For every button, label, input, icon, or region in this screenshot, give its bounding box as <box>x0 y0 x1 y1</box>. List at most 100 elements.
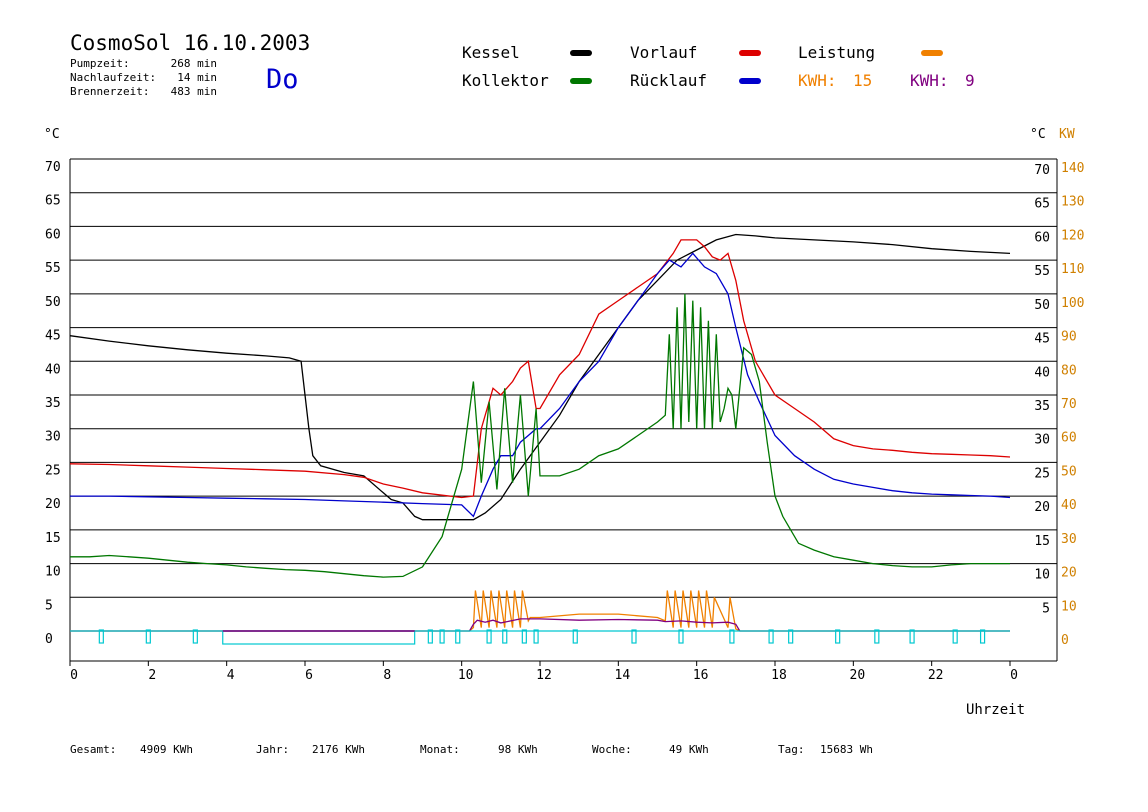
right2-tick-label: 90 <box>1061 330 1077 345</box>
left-unit: °C <box>44 127 60 142</box>
right-tick-label: 45 <box>1034 332 1050 347</box>
series-line-vorlauf <box>69 239 1011 499</box>
series-line-rcklauf <box>70 252 1011 518</box>
legend-label: Leistung <box>798 43 875 62</box>
right2-tick-label: 60 <box>1061 431 1077 446</box>
right-tick-label: 65 <box>1034 197 1050 212</box>
pump-marker <box>572 629 578 644</box>
left-tick-label: 5 <box>45 598 53 613</box>
legend-label: Kessel <box>462 43 520 62</box>
x-tick-label: 0 <box>1010 668 1018 683</box>
x-tick-label: 2 <box>148 668 156 683</box>
legend-label: Vorlauf <box>630 43 697 62</box>
right2-tick-label: 80 <box>1061 363 1077 378</box>
right2-tick-label: 110 <box>1061 262 1084 277</box>
series-line-kessel <box>69 233 1011 521</box>
footer-value: 2176 KWh <box>312 743 365 756</box>
x-tick-label: 4 <box>227 668 235 683</box>
pump-marker <box>979 629 986 644</box>
x-tick-label: 16 <box>693 668 709 683</box>
x-tick-label: 8 <box>383 668 391 683</box>
left-tick-label: 25 <box>45 463 61 478</box>
left-tick-label: 50 <box>45 295 61 310</box>
left-tick-label: 15 <box>45 531 61 546</box>
stat-value: 268 min <box>171 57 217 70</box>
x-tick-label: 14 <box>615 668 631 683</box>
right2-tick-label: 30 <box>1061 532 1077 547</box>
stat-value: 483 min <box>171 85 217 98</box>
pump-marker <box>98 629 104 644</box>
right2-tick-label: 70 <box>1061 397 1077 412</box>
pump-marker <box>835 629 841 644</box>
pump-marker <box>427 629 433 644</box>
pump-marker <box>145 629 151 644</box>
stats-block: Pumpzeit: 268 min Nachlaufzeit: 14 min Brenn… <box>70 57 217 98</box>
right-tick-label: 30 <box>1034 433 1050 448</box>
pump-marker <box>486 629 492 644</box>
right-tick-label: 70 <box>1034 163 1050 178</box>
x-tick-label: 6 <box>305 668 313 683</box>
right-tick-label: 15 <box>1034 534 1050 549</box>
right2-tick-label: 130 <box>1061 195 1084 210</box>
right2-tick-label: 0 <box>1061 633 1069 648</box>
left-tick-label: 30 <box>45 430 61 445</box>
pump-marker <box>439 629 445 644</box>
x-axis-label: Uhrzeit <box>966 702 1025 718</box>
left-tick-label: 20 <box>45 497 61 512</box>
footer-label: Tag: <box>778 743 805 756</box>
right-tick-label: 55 <box>1034 264 1050 279</box>
footer-label: Monat: <box>420 743 460 756</box>
plot-area <box>69 158 1058 666</box>
right2-tick-label: 140 <box>1061 161 1084 176</box>
kwh-value: 9 <box>965 71 975 90</box>
left-tick-label: 65 <box>45 194 61 209</box>
pump-marker <box>874 629 880 644</box>
x-tick-label: 22 <box>928 668 944 683</box>
stat-label: Pumpzeit: <box>70 57 130 70</box>
pump-marker <box>502 629 508 644</box>
x-tick-label: 18 <box>771 668 787 683</box>
stat-label: Nachlaufzeit: <box>70 71 156 84</box>
footer-value: 15683 Wh <box>820 743 873 756</box>
x-tick-label: 10 <box>458 668 474 683</box>
pump-marker <box>768 629 774 644</box>
x-tick-label: 12 <box>536 668 552 683</box>
chart-title: CosmoSol 16.10.2003 <box>70 31 310 55</box>
right-tick-label: 10 <box>1034 568 1050 583</box>
pump-marker <box>909 629 915 644</box>
axes: °C °C KW7065605550454035302520151050706560… <box>44 127 1084 683</box>
footer-value: 49 KWh <box>669 743 709 756</box>
stat-value: 14 min <box>177 71 217 84</box>
right-tick-label: 60 <box>1034 230 1050 245</box>
x-tick-label: 20 <box>850 668 866 683</box>
kwh-label: KWH: <box>798 71 837 90</box>
left-tick-label: 35 <box>45 396 61 411</box>
series-line-kollektor <box>70 293 1010 578</box>
day-label: Do <box>266 64 299 95</box>
pump-marker <box>192 629 198 644</box>
legend-label: Kollektor <box>462 71 549 90</box>
footer-totals: Gesamt: 4909 KWh Jahr: 2176 KWh Monat: 98 KWh… <box>70 743 873 756</box>
right2-tick-label: 50 <box>1061 464 1077 479</box>
pump-marker <box>521 629 527 644</box>
footer-value: 98 KWh <box>498 743 538 756</box>
left-tick-label: 40 <box>45 362 61 377</box>
left-tick-label: 10 <box>45 565 61 580</box>
right-tick-label: 20 <box>1034 500 1050 515</box>
legend-label: Rücklauf <box>630 71 707 90</box>
kwh-value: 15 <box>853 71 872 90</box>
left-tick-label: 70 <box>45 160 61 175</box>
pump-marker <box>631 629 637 644</box>
right2-tick-label: 120 <box>1061 228 1084 243</box>
right2-tick-label: 20 <box>1061 566 1077 581</box>
right-tick-label: 40 <box>1034 365 1050 380</box>
left-tick-label: 55 <box>45 261 61 276</box>
right-tick-label: 25 <box>1034 466 1050 481</box>
right2-unit: KW <box>1059 127 1075 142</box>
pump-marker <box>952 629 958 644</box>
right-tick-label: 35 <box>1034 399 1050 414</box>
left-tick-label: 60 <box>45 227 61 242</box>
legend: Kessel Vorlauf Leistung Kollektor Rücklauf KW… <box>462 43 975 90</box>
left-tick-label: 45 <box>45 329 61 344</box>
